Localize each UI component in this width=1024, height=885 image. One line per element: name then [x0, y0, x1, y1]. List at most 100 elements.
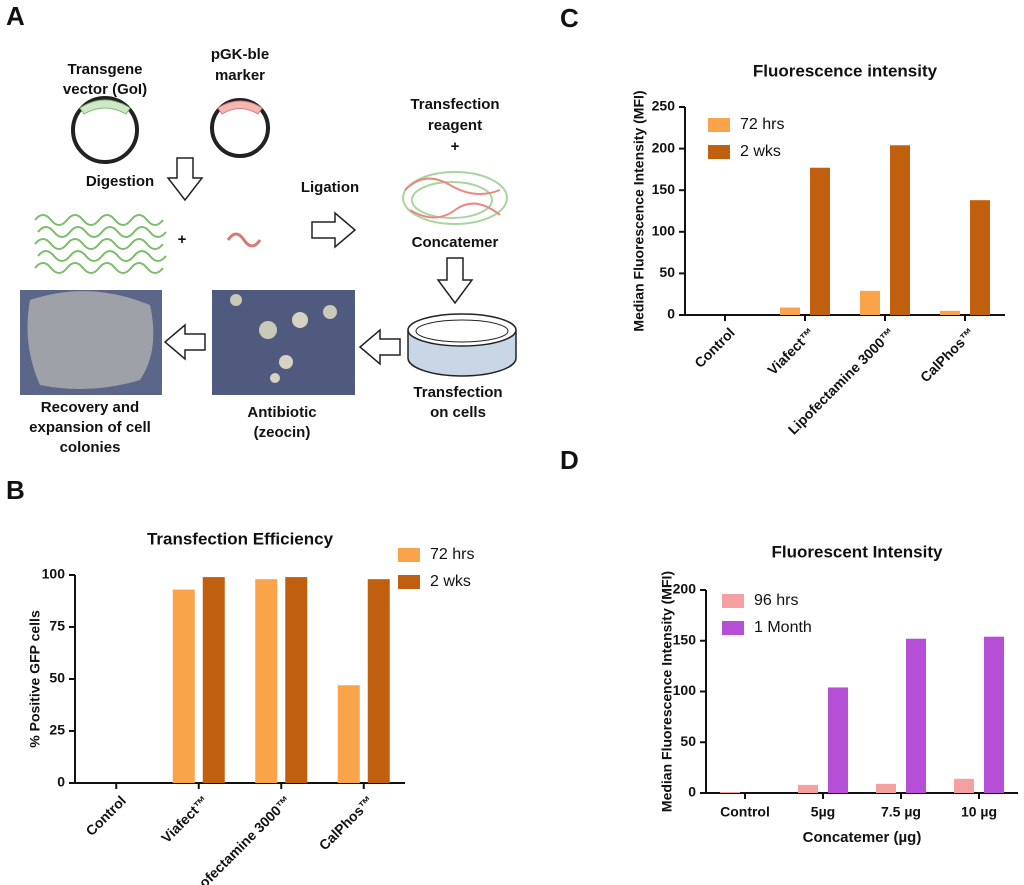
- bar: [970, 200, 990, 315]
- legend-swatch: [708, 145, 730, 159]
- dish: [407, 313, 517, 377]
- x-tick-label: 5µg: [811, 804, 835, 820]
- label: marker: [215, 67, 265, 84]
- concatemer-blob: [402, 171, 508, 225]
- x-tick-label: Control: [82, 792, 129, 839]
- label: Concatemer: [412, 234, 499, 251]
- chart-title: Fluorescent Intensity: [772, 542, 944, 561]
- bar: [780, 307, 800, 315]
- bar: [720, 791, 740, 793]
- bar: [906, 638, 926, 793]
- arrow: [163, 323, 206, 361]
- y-tick-label: 25: [49, 722, 65, 738]
- panel-label: B: [6, 475, 25, 505]
- plasmid: [71, 96, 139, 164]
- panel-label: A: [6, 1, 25, 31]
- label: colonies: [60, 439, 121, 456]
- panel-label: C: [560, 3, 579, 33]
- y-axis-label: % Positive GFP cells: [27, 610, 43, 748]
- bar: [828, 687, 848, 793]
- legend-label: 72 hrs: [430, 546, 474, 563]
- chart-title: Fluorescence intensity: [753, 61, 938, 80]
- label: on cells: [430, 404, 486, 421]
- arrow: [436, 257, 474, 305]
- bar: [172, 589, 195, 783]
- y-tick-label: 150: [652, 181, 676, 197]
- x-tick-label: CalPhos™: [316, 792, 377, 853]
- micrograph: [20, 290, 162, 395]
- label: Recovery and: [41, 399, 139, 416]
- label: Transfection: [410, 96, 499, 113]
- chart-title: Transfection Efficiency: [147, 529, 334, 548]
- bar: [984, 636, 1004, 793]
- y-tick-label: 50: [659, 264, 675, 280]
- y-tick-label: 50: [680, 733, 696, 749]
- x-tick-label: CalPhos™: [917, 324, 978, 385]
- legend-label: 2 wks: [740, 143, 781, 160]
- legend-label: 96 hrs: [754, 592, 798, 609]
- legend-swatch: [722, 621, 744, 635]
- bar: [940, 310, 960, 315]
- label: Digestion: [86, 173, 154, 190]
- x-tick-label: 7.5 µg: [881, 804, 921, 820]
- y-tick-label: 0: [667, 306, 675, 322]
- label: +: [451, 138, 460, 155]
- marker-fragment: [226, 232, 262, 248]
- label: Antibiotic: [247, 404, 316, 421]
- dna-fragments: [34, 214, 167, 274]
- label: Transgene: [67, 61, 142, 78]
- bar: [255, 579, 278, 783]
- legend-label: 1 Month: [754, 619, 812, 636]
- label: expansion of cell: [29, 419, 151, 436]
- y-tick-label: 250: [652, 98, 676, 114]
- label: (zeocin): [254, 424, 311, 441]
- bar: [810, 167, 830, 315]
- legend-swatch: [722, 594, 744, 608]
- x-tick-label: 10 µg: [961, 804, 997, 820]
- x-tick-label: Viafect™: [158, 792, 212, 846]
- x-tick-label: Control: [691, 324, 738, 371]
- y-tick-label: 100: [42, 566, 66, 582]
- bar: [890, 145, 910, 315]
- panel-label: D: [560, 445, 579, 475]
- label: vector (GoI): [63, 81, 147, 98]
- label: +: [178, 231, 187, 248]
- bar: [860, 290, 880, 315]
- y-tick-label: 0: [57, 774, 65, 790]
- label: reagent: [428, 117, 482, 134]
- plasmid: [210, 98, 270, 158]
- arrow: [166, 157, 204, 202]
- diagram: Transgene vector (GoI) pGK-ble marker Di…: [20, 46, 517, 456]
- y-tick-label: 100: [652, 223, 676, 239]
- legend-label: 2 wks: [430, 573, 471, 590]
- label: pGK-ble: [211, 46, 269, 63]
- arrow: [358, 328, 401, 366]
- legend-label: 72 hrs: [740, 116, 784, 133]
- marker-insert: [217, 100, 263, 115]
- bar: [876, 783, 896, 793]
- label: Transfection: [413, 384, 502, 401]
- bar: [954, 778, 974, 793]
- y-tick-label: 75: [49, 618, 65, 634]
- y-tick-label: 100: [673, 682, 697, 698]
- y-tick-label: 150: [673, 631, 697, 647]
- arrow: [311, 211, 357, 249]
- bar: [285, 577, 308, 783]
- bar: [202, 577, 225, 783]
- y-axis-label: Median Fluorescence Intensity (MFI): [659, 571, 675, 812]
- y-tick-label: 200: [652, 139, 676, 155]
- bar: [367, 579, 390, 783]
- bar: [798, 784, 818, 793]
- y-tick-label: 50: [49, 670, 65, 686]
- x-tick-label: Control: [720, 804, 770, 820]
- legend-swatch: [398, 548, 420, 562]
- y-axis-label: Median Fluorescence Intensity (MFI): [631, 90, 647, 331]
- x-tick-label: Viafect™: [764, 324, 818, 378]
- legend-swatch: [708, 118, 730, 132]
- y-tick-label: 0: [688, 784, 696, 800]
- y-tick-label: 200: [673, 581, 697, 597]
- micrograph: [212, 290, 355, 395]
- x-axis-label: Concatemer (µg): [803, 829, 922, 846]
- label: Ligation: [301, 179, 359, 196]
